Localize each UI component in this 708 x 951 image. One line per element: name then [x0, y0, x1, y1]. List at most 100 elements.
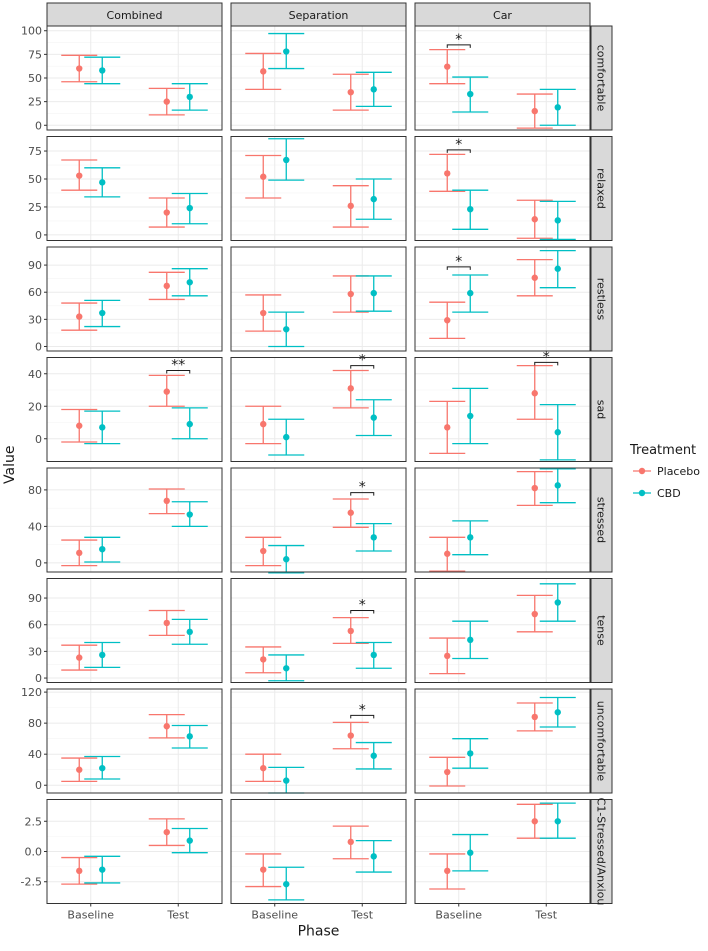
errorbar-cbd-baseline	[84, 536, 121, 563]
errorbar-cbd-test	[355, 522, 392, 552]
panel-uncomfortable-combined	[46, 688, 223, 794]
mean-point-placebo-test	[531, 107, 538, 115]
y-tick-label: 0	[35, 672, 42, 685]
significance-marker: *	[446, 137, 471, 153]
row-strip-box	[590, 357, 613, 462]
x-tick-label: Test	[166, 909, 189, 922]
y-tick-label: 0	[35, 119, 42, 132]
panel-border	[414, 136, 591, 241]
row-strip-label: comfortable	[595, 45, 608, 112]
mean-point-cbd-test	[186, 93, 193, 101]
mean-point-placebo-test	[347, 838, 354, 846]
mean-point-placebo-test	[163, 388, 170, 395]
y-tick-label: 25	[28, 96, 42, 109]
errorbar-placebo-test	[332, 369, 369, 409]
errorbar-placebo-test	[148, 713, 185, 739]
y-tick-label: 75	[28, 48, 42, 61]
errorbar-placebo-baseline	[245, 405, 282, 445]
panel-border	[230, 357, 407, 462]
errorbar-placebo-baseline	[61, 408, 98, 443]
mean-point-cbd-test	[370, 853, 377, 860]
errorbar-cbd-test	[539, 696, 576, 728]
panel-background	[47, 247, 222, 351]
mean-point-placebo-baseline	[260, 764, 267, 772]
significance-label: *	[359, 598, 366, 614]
mean-point-placebo-test	[347, 385, 354, 392]
panel-restless-separation	[230, 246, 407, 352]
mean-point-placebo-baseline	[444, 170, 451, 177]
errorbar-placebo-test	[516, 93, 553, 129]
panel-sad-separation: *	[230, 353, 407, 462]
row-strip-box	[590, 578, 613, 683]
mean-point-placebo-test	[347, 290, 354, 298]
panel-background	[415, 689, 590, 793]
errorbar-cbd-test	[539, 88, 576, 126]
panel-comfortable-car: *	[414, 25, 591, 131]
mean-point-placebo-baseline	[444, 424, 451, 431]
x-tick-label: Baseline	[67, 909, 114, 922]
row-strip-7: C1-Stressed/Anxiou	[590, 798, 613, 905]
legend-entry-placebo: Placebo	[633, 465, 700, 478]
legend-entry-cbd: CBD	[633, 487, 681, 500]
mean-point-placebo-test	[347, 627, 354, 635]
y-tick-label: 60	[28, 286, 42, 299]
errorbar-placebo-baseline	[245, 52, 282, 90]
errorbar-cbd-test	[539, 802, 576, 839]
y-tick-label: 25	[28, 201, 42, 214]
panel-border	[414, 578, 591, 683]
row-strip-3: sad	[590, 357, 613, 462]
mean-point-placebo-baseline	[260, 656, 267, 663]
mean-point-cbd-baseline	[283, 665, 290, 672]
errorbar-cbd-test	[355, 839, 392, 873]
errorbar-cbd-baseline	[452, 274, 489, 313]
mean-point-placebo-baseline	[76, 654, 83, 661]
mean-point-cbd-baseline	[283, 326, 290, 333]
mean-point-placebo-test	[163, 98, 170, 105]
mean-point-cbd-test	[370, 651, 377, 659]
errorbar-cbd-baseline	[452, 520, 489, 556]
errorbar-cbd-baseline	[84, 855, 121, 884]
column-strip-label: Combined	[107, 9, 163, 22]
errorbar-placebo-baseline	[245, 853, 282, 888]
mean-point-cbd-test	[370, 752, 377, 759]
mean-point-cbd-baseline	[467, 849, 474, 856]
y-tick-label: 30	[28, 313, 42, 326]
errorbar-cbd-test	[171, 501, 208, 528]
panel-c1-stressed-anxiou-combined	[46, 799, 223, 904]
errorbar-placebo-test	[516, 594, 553, 633]
mean-point-placebo-test	[163, 497, 170, 505]
errorbar-cbd-test	[171, 192, 208, 225]
errorbar-cbd-test	[355, 275, 392, 312]
significance-marker: *	[350, 353, 375, 369]
row-strip-box	[590, 25, 613, 131]
errorbar-cbd-baseline	[268, 866, 305, 901]
panel-relaxed-combined	[46, 136, 223, 241]
errorbar-placebo-test	[148, 609, 185, 637]
x-tick-label: Test	[534, 909, 557, 922]
y-tick-label: 60	[28, 619, 42, 632]
mean-point-placebo-baseline	[444, 550, 451, 557]
panel-background	[231, 689, 406, 793]
mean-point-cbd-test	[186, 204, 193, 212]
errorbar-cbd-test	[355, 641, 392, 669]
panel-border	[46, 357, 223, 462]
mean-point-placebo-baseline	[260, 309, 267, 317]
column-strip-combined: Combined	[46, 2, 223, 27]
significance-label: *	[455, 254, 462, 270]
errorbar-placebo-test	[516, 364, 553, 420]
row-strip-1: relaxed	[590, 136, 613, 241]
panel-stressed-combined	[46, 467, 223, 573]
errorbar-placebo-test	[148, 374, 185, 407]
mean-point-cbd-baseline	[99, 651, 106, 659]
mean-point-placebo-test	[163, 723, 170, 730]
mean-point-cbd-baseline	[99, 309, 106, 317]
mean-point-placebo-baseline	[260, 547, 267, 555]
panel-c1-stressed-anxiou-car	[414, 799, 591, 904]
row-strip-label: uncomfortable	[595, 701, 608, 782]
panel-border	[46, 25, 223, 131]
mean-point-cbd-baseline	[467, 412, 474, 420]
row-strip-label: tense	[595, 615, 608, 646]
y-tick-label: 0	[35, 433, 42, 446]
significance-label: *	[359, 480, 366, 496]
row-strip-label: stressed	[595, 497, 608, 543]
